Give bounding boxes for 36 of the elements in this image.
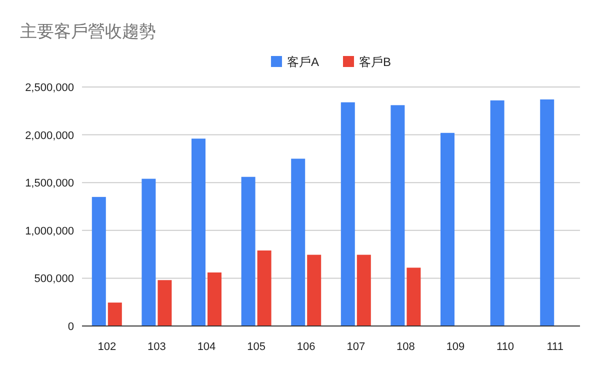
bar [92, 196, 106, 326]
bar [208, 272, 222, 326]
bar [340, 102, 355, 326]
x-tick-label: 105 [247, 341, 266, 353]
x-tick-label: 104 [197, 341, 216, 353]
legend-label: 客戶B [359, 55, 392, 69]
bar [291, 158, 306, 326]
x-tick-label: 110 [496, 341, 514, 353]
y-tick-label: 0 [68, 321, 74, 333]
bar [192, 138, 206, 326]
bar [406, 268, 421, 326]
y-tick-label: 2,000,000 [25, 130, 74, 142]
x-tick-label: 106 [296, 341, 316, 353]
x-tick-label: 109 [446, 341, 465, 353]
bar [241, 176, 256, 326]
bar [390, 105, 405, 326]
y-tick-label: 2,500,000 [25, 82, 74, 94]
x-tick-label: 102 [98, 341, 116, 353]
x-tick-label: 111 [546, 341, 564, 353]
bar [108, 302, 122, 326]
bar [307, 254, 322, 326]
bar [490, 100, 504, 326]
y-tick-label: 1,500,000 [25, 178, 74, 190]
legend-label: 客戶A [286, 55, 319, 69]
y-tick-label: 500,000 [34, 273, 74, 286]
bar [142, 178, 156, 326]
chart-title: 主要客戶營收趨勢 [20, 22, 156, 41]
bar [257, 250, 272, 326]
bar [540, 99, 554, 326]
bar [158, 280, 172, 326]
bar [440, 132, 454, 326]
y-tick-label: 1,000,000 [25, 225, 74, 238]
bar [356, 254, 371, 326]
x-tick-label: 108 [396, 341, 415, 353]
x-tick-label: 107 [346, 341, 366, 353]
x-tick-label: 103 [148, 341, 166, 353]
